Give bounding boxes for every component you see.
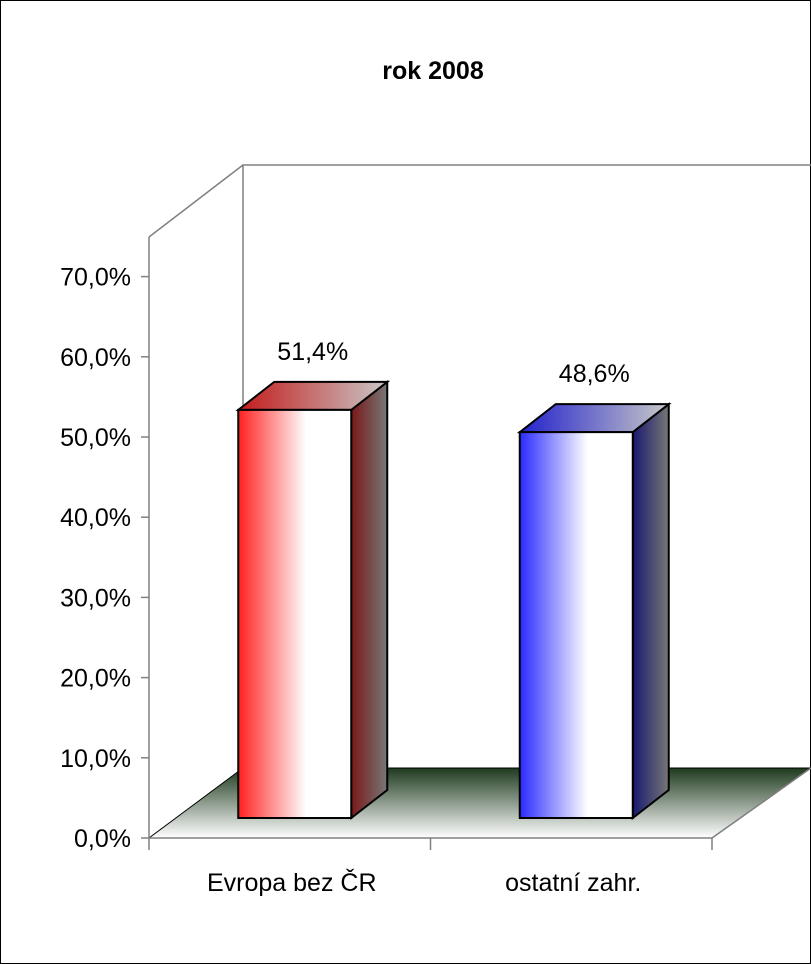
data-label: 48,6% xyxy=(559,360,630,388)
y-tick-label: 10,0% xyxy=(60,745,131,773)
side-wall-top-edge xyxy=(148,164,244,238)
bar-side-face xyxy=(350,379,389,821)
y-axis: 0,0% 10,0% 20,0% 30,0% 40,0% 50,0% 60,0% 70,0% xyxy=(60,264,149,853)
x-axis: Evropa bez ČR ostatní zahr. xyxy=(148,838,713,897)
bar-1: 48,6% xyxy=(516,360,672,821)
bar-front-face xyxy=(518,431,634,819)
y-tick-label: 40,0% xyxy=(60,504,131,532)
chart-title: rok 2008 xyxy=(382,57,484,85)
bar-side-face xyxy=(631,402,670,821)
bars: 51,4% 48,6% xyxy=(235,338,672,821)
y-tick-label: 60,0% xyxy=(60,344,131,372)
y-tick-label: 0,0% xyxy=(74,825,131,853)
x-tick-label: Evropa bez ČR xyxy=(207,868,377,897)
bar-front-face xyxy=(237,408,353,819)
y-tick-label: 70,0% xyxy=(60,264,131,292)
y-tick-label: 20,0% xyxy=(60,665,131,693)
bar-0: 51,4% xyxy=(235,338,391,821)
floor-right-edge xyxy=(711,767,811,839)
y-tick-label: 50,0% xyxy=(60,424,131,452)
x-tick-label: ostatní zahr. xyxy=(505,869,641,897)
data-label: 51,4% xyxy=(277,338,348,366)
y-tick-label: 30,0% xyxy=(60,584,131,612)
